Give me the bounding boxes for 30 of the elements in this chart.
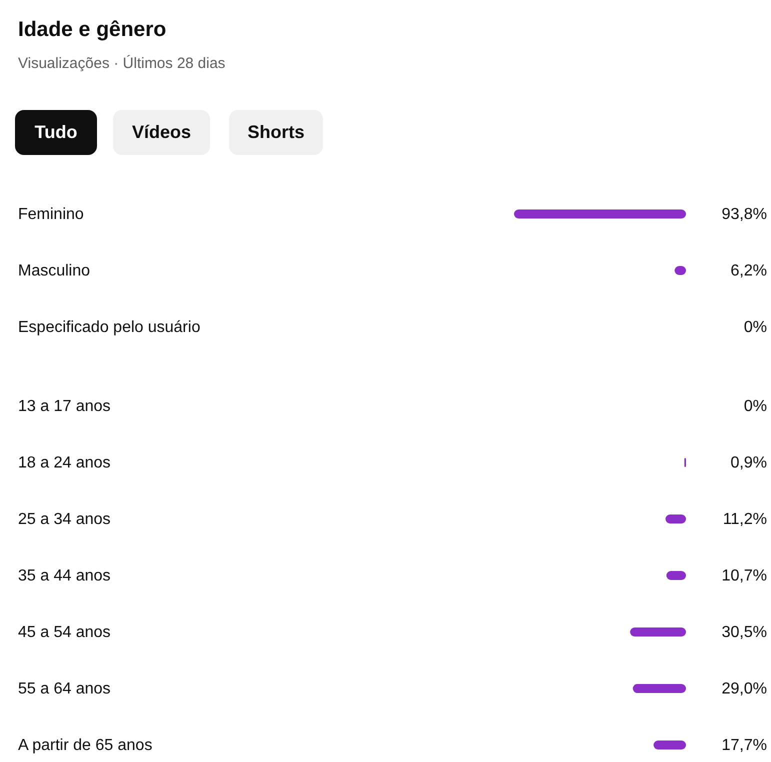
bar xyxy=(666,571,686,580)
y-tick-label: Masculino xyxy=(18,262,90,280)
text: Tudo xyxy=(34,122,78,142)
data-label: 0% xyxy=(744,319,767,336)
bar xyxy=(665,514,686,524)
y-tick-label: A partir de 65 anos xyxy=(18,737,152,754)
data-label: 93,8% xyxy=(722,206,767,223)
y-tick-label: 45 a 54 anos xyxy=(18,624,111,641)
data-label: 6,2% xyxy=(730,262,767,280)
bar xyxy=(654,740,686,750)
bar xyxy=(632,684,686,693)
text: Visualizações · Últimos 28 dias xyxy=(18,54,226,72)
text: Shorts xyxy=(247,122,305,142)
y-tick-label: 13 a 17 anos xyxy=(18,398,111,415)
bar xyxy=(630,628,686,636)
data-label: 30,5% xyxy=(722,624,767,641)
text: Idade e gênero xyxy=(18,18,166,41)
data-label: 10,7% xyxy=(722,568,767,584)
y-tick-label: Feminino xyxy=(18,206,84,223)
y-tick-label: 18 a 24 anos xyxy=(18,454,111,472)
text: Vídeos xyxy=(132,122,192,142)
y-tick-label: 25 a 34 anos xyxy=(18,511,111,528)
data-label: 29,0% xyxy=(722,680,767,698)
data-label: 17,7% xyxy=(722,737,767,754)
y-tick-label: Especificado pelo usuário xyxy=(18,319,200,336)
data-label: 11,2% xyxy=(722,511,767,528)
y-tick-label: 35 a 44 anos xyxy=(18,568,111,584)
data-label: 0% xyxy=(744,398,767,415)
data-label: 0,9% xyxy=(730,454,767,472)
y-tick-label: 55 a 64 anos xyxy=(18,680,111,698)
